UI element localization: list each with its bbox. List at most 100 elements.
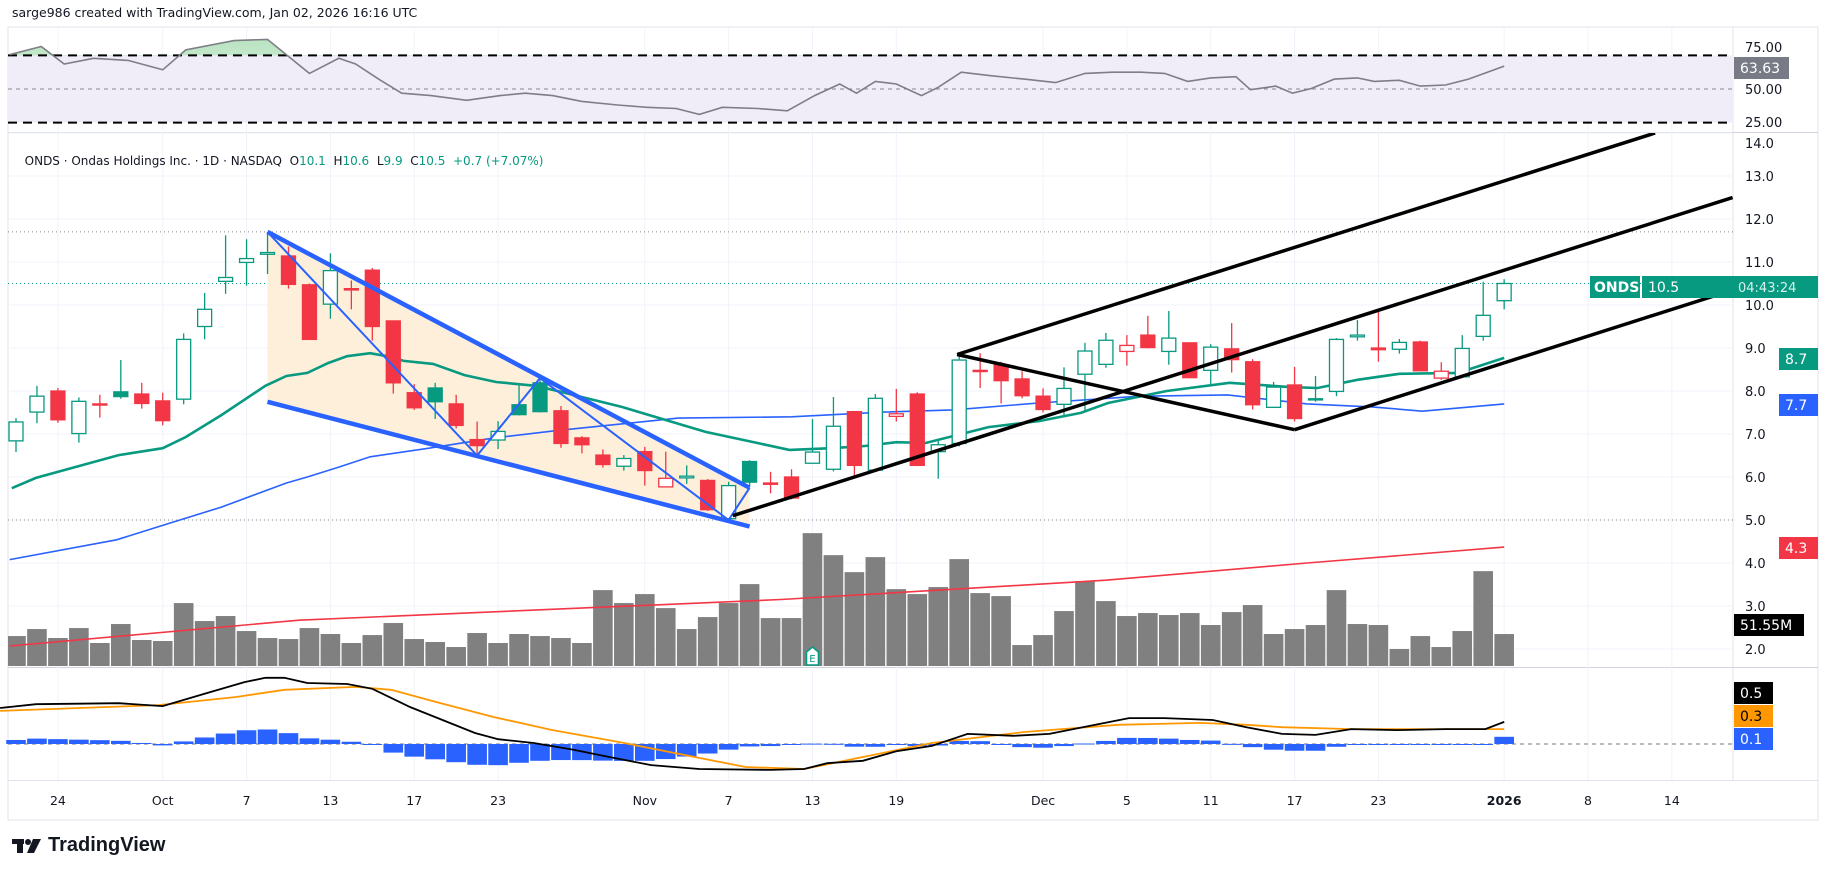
x-axis-label: 23 <box>490 793 506 808</box>
wedge-lower-trendline[interactable] <box>266 399 751 529</box>
candle[interactable] <box>1140 315 1156 349</box>
candle[interactable] <box>532 376 548 413</box>
candle[interactable] <box>71 397 87 443</box>
rsi-value-badge: 63.63 <box>1734 57 1789 79</box>
volume-bar <box>1012 645 1032 666</box>
candle-body <box>1412 341 1428 372</box>
candle[interactable] <box>1496 279 1512 310</box>
earnings-marker[interactable]: E <box>805 645 820 666</box>
volume-bar <box>1138 613 1158 666</box>
candle[interactable] <box>574 436 590 454</box>
candle[interactable] <box>1265 381 1282 408</box>
macd-histogram-bar <box>970 741 990 744</box>
macd-histogram-bar <box>278 733 299 744</box>
candle[interactable] <box>1454 335 1470 379</box>
candle[interactable] <box>930 440 946 479</box>
candle[interactable] <box>301 283 318 341</box>
rsi-value-badge-text: 63.63 <box>1740 61 1780 77</box>
candle[interactable] <box>259 231 276 275</box>
legend-low-label: L <box>376 154 384 168</box>
candle[interactable] <box>1412 340 1428 372</box>
candle[interactable] <box>1244 359 1261 410</box>
candle[interactable] <box>637 446 653 486</box>
legend-close: 10.5 <box>418 154 446 168</box>
candle[interactable] <box>134 382 150 409</box>
candle[interactable] <box>406 384 422 410</box>
candle[interactable] <box>176 333 192 405</box>
candle[interactable] <box>385 320 401 394</box>
candle[interactable] <box>113 360 129 399</box>
candle[interactable] <box>909 392 925 467</box>
candle[interactable] <box>29 385 45 424</box>
candle[interactable] <box>8 418 24 453</box>
candle[interactable] <box>867 394 884 471</box>
macd-histogram-bar <box>1054 744 1074 747</box>
candle-body <box>1098 339 1114 365</box>
candle[interactable] <box>972 353 988 388</box>
price-axis-label: 12.0 <box>1745 213 1774 228</box>
candle[interactable] <box>343 280 360 310</box>
candle[interactable] <box>1286 366 1303 422</box>
candle[interactable] <box>1098 332 1114 368</box>
legend-symbol[interactable]: ONDS · Ondas Holdings Inc. · 1D · NASDAQ <box>24 154 282 168</box>
candle[interactable] <box>804 418 821 464</box>
candle[interactable] <box>951 356 967 447</box>
signal-value-badge-bg <box>1734 705 1773 727</box>
trendline-channel-mid[interactable] <box>732 195 1733 518</box>
price-axis-label: 11.0 <box>1745 256 1774 271</box>
candle[interactable] <box>155 392 171 426</box>
candle[interactable] <box>1161 311 1177 365</box>
tradingview-logo[interactable]: TradingView <box>12 834 165 857</box>
macd-histogram-bar <box>1431 744 1452 745</box>
candle-body <box>238 257 255 264</box>
x-axis-label: 7 <box>725 793 733 808</box>
volume-bar <box>383 623 404 666</box>
candle[interactable] <box>741 460 758 486</box>
candle-body <box>1391 341 1408 350</box>
candle[interactable] <box>1433 362 1449 380</box>
candle[interactable] <box>280 246 297 289</box>
candle[interactable] <box>448 394 464 429</box>
candle[interactable] <box>553 406 569 448</box>
candle[interactable] <box>888 388 904 422</box>
candle[interactable] <box>616 455 632 471</box>
trendline-channel-top[interactable] <box>956 133 1656 357</box>
candle[interactable] <box>1307 375 1324 402</box>
macd-histogram-bar <box>1368 744 1389 745</box>
candle[interactable] <box>993 361 1009 404</box>
candle[interactable] <box>50 387 66 423</box>
trendline-channel-bottom[interactable] <box>1294 288 1733 432</box>
candle[interactable] <box>1475 281 1491 341</box>
candle[interactable] <box>196 292 213 340</box>
macd-histogram-bar <box>823 743 844 745</box>
price-axis-label: 5.0 <box>1745 514 1766 529</box>
candle[interactable] <box>238 239 255 286</box>
candle[interactable] <box>846 410 863 477</box>
candle[interactable] <box>1014 371 1030 399</box>
candle[interactable] <box>679 465 695 484</box>
volume-bar <box>1054 611 1074 666</box>
wedge-upper-trendline[interactable] <box>266 229 751 490</box>
price-axis-label: 4.0 <box>1745 557 1766 572</box>
candle[interactable] <box>762 471 779 494</box>
candle[interactable] <box>469 421 485 456</box>
candle[interactable] <box>825 397 842 472</box>
x-axis-label: 5 <box>1123 793 1131 808</box>
candle[interactable] <box>1328 338 1345 397</box>
candle[interactable] <box>1370 311 1387 362</box>
volume-bar <box>425 642 445 666</box>
candle[interactable] <box>700 479 716 511</box>
candle[interactable] <box>1119 335 1135 366</box>
volume-bar <box>1494 634 1514 666</box>
candle[interactable] <box>1391 338 1408 354</box>
trendline-v-left[interactable] <box>956 352 1295 432</box>
candle[interactable] <box>1349 320 1366 341</box>
candle[interactable] <box>92 394 108 418</box>
macd-histogram-bar <box>152 744 173 746</box>
x-axis-label: 24 <box>50 793 66 808</box>
price-pane[interactable]: E <box>6 133 1733 666</box>
candle[interactable] <box>595 449 611 468</box>
candle[interactable] <box>1035 388 1051 413</box>
candle[interactable] <box>217 235 234 294</box>
